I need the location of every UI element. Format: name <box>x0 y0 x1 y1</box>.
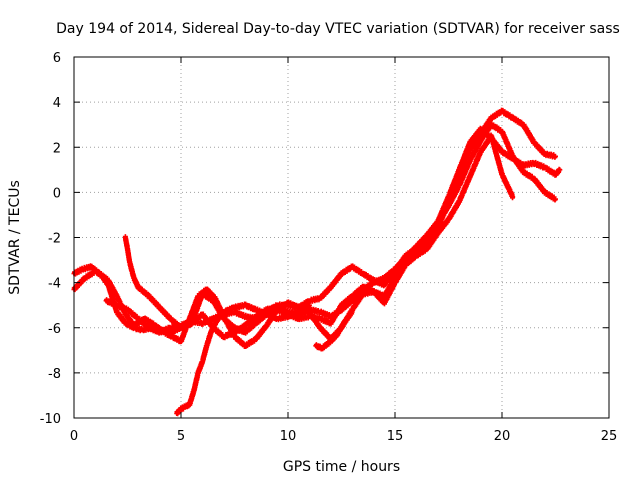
x-tick-label: 10 <box>280 429 297 444</box>
y-tick-label: 0 <box>53 186 61 201</box>
x-tick-label: 15 <box>387 429 404 444</box>
axis-ticks: 0 5 10 15 20 25 -10 -8 -6 -4 -2 0 2 4 6 <box>40 51 618 444</box>
data-point-markers <box>122 132 516 336</box>
y-tick-label: 6 <box>53 51 61 66</box>
data-point-markers <box>71 125 563 341</box>
x-tick-label: 0 <box>70 429 78 444</box>
x-axis-label: GPS time / hours <box>283 459 400 475</box>
y-tick-label: 4 <box>53 96 61 111</box>
y-tick-label: -4 <box>48 277 61 292</box>
y-tick-label: -6 <box>48 322 61 337</box>
y-axis-label: SDTVAR / TECUs <box>7 180 23 295</box>
y-tick-label: 2 <box>53 141 61 156</box>
data-point-markers <box>174 301 312 417</box>
y-tick-label: -8 <box>48 367 61 382</box>
data-point-markers <box>103 121 558 336</box>
x-tick-label: 5 <box>177 429 185 444</box>
series-track-4 <box>122 132 516 336</box>
series-track-1 <box>71 125 563 341</box>
y-tick-label: -10 <box>40 412 61 427</box>
chart-title: Day 194 of 2014, Sidereal Day-to-day VTE… <box>56 21 620 37</box>
grid <box>74 57 609 418</box>
data-point-markers <box>313 308 355 352</box>
series-track-5 <box>174 301 312 417</box>
series-track-3 <box>103 121 558 336</box>
y-tick-label: -2 <box>48 232 61 247</box>
x-tick-label: 25 <box>601 429 618 444</box>
data-points <box>71 107 563 417</box>
series-track-6 <box>313 308 355 352</box>
x-tick-label: 20 <box>494 429 511 444</box>
